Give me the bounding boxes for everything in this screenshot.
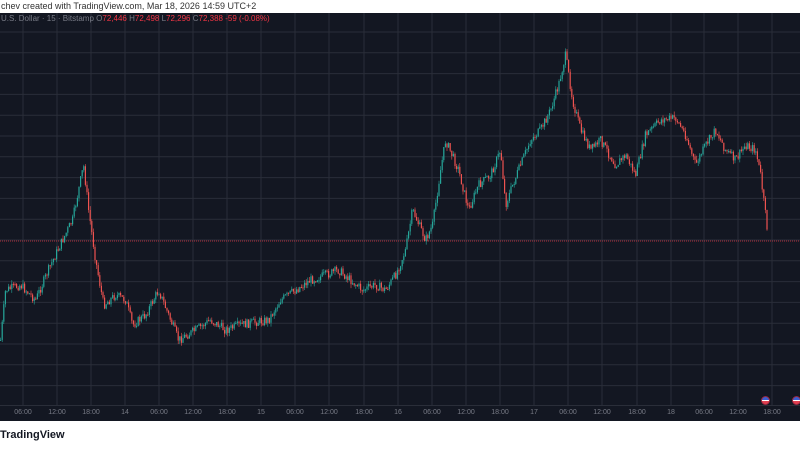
attribution-bar: chev created with TradingView.com, Mar 1… <box>0 0 800 13</box>
time-axis-label: 12:00 <box>48 409 66 416</box>
time-axis-label: 16 <box>394 409 402 416</box>
time-axis-label: 06:00 <box>150 409 168 416</box>
time-axis[interactable]: 06:00 12:00 18:00 14 06:00 12:00 18:00 15 06:00 1… <box>0 405 800 421</box>
time-axis-label: 06:00 <box>14 409 32 416</box>
symbol-label: U.S. Dollar · 15 · Bitstamp <box>1 14 94 23</box>
time-axis-label: 18:00 <box>763 409 781 416</box>
change-value: -59 (-0.08%) <box>225 14 270 23</box>
time-axis-label: 18:00 <box>491 409 509 416</box>
time-axis-label: 06:00 <box>423 409 441 416</box>
time-axis-label: 14 <box>121 409 129 416</box>
close-label: C <box>192 14 199 23</box>
time-axis-label: 06:00 <box>695 409 713 416</box>
close-value: 72,388 <box>198 14 223 23</box>
time-axis-label: 06:00 <box>559 409 577 416</box>
time-axis-label: 12:00 <box>184 409 202 416</box>
high-value: 72,498 <box>134 14 160 23</box>
low-label: L <box>161 14 167 23</box>
time-axis-label: 12:00 <box>729 409 747 416</box>
time-axis-label: 12:00 <box>320 409 338 416</box>
open-value: 72,446 <box>102 14 127 23</box>
time-axis-label: 15 <box>257 409 265 416</box>
time-axis-label: 18 <box>667 409 675 416</box>
time-axis-label: 06:00 <box>286 409 304 416</box>
tradingview-brand: TradingView <box>0 429 65 441</box>
high-label: H <box>129 14 135 23</box>
time-axis-label: 12:00 <box>593 409 611 416</box>
ohlc-legend: U.S. Dollar · 15 · Bitstamp O72,446 H72,… <box>1 14 270 24</box>
time-axis-label: 18:00 <box>82 409 100 416</box>
time-axis-label: 18:00 <box>218 409 236 416</box>
candlestick-plot[interactable] <box>0 13 800 405</box>
time-axis-label: 12:00 <box>457 409 475 416</box>
attribution-text: chev created with TradingView.com, Mar 1… <box>1 1 257 11</box>
time-axis-label: 17 <box>530 409 538 416</box>
us-flag-icon[interactable] <box>761 396 770 405</box>
low-value: 72,296 <box>166 14 191 23</box>
open-label: O <box>96 14 103 23</box>
time-axis-label: 18:00 <box>628 409 646 416</box>
footer: TradingView <box>0 421 800 450</box>
chart-pane[interactable]: U.S. Dollar · 15 · Bitstamp O72,446 H72,… <box>0 13 800 421</box>
us-flag-icon[interactable] <box>792 396 800 405</box>
time-axis-label: 18:00 <box>355 409 373 416</box>
